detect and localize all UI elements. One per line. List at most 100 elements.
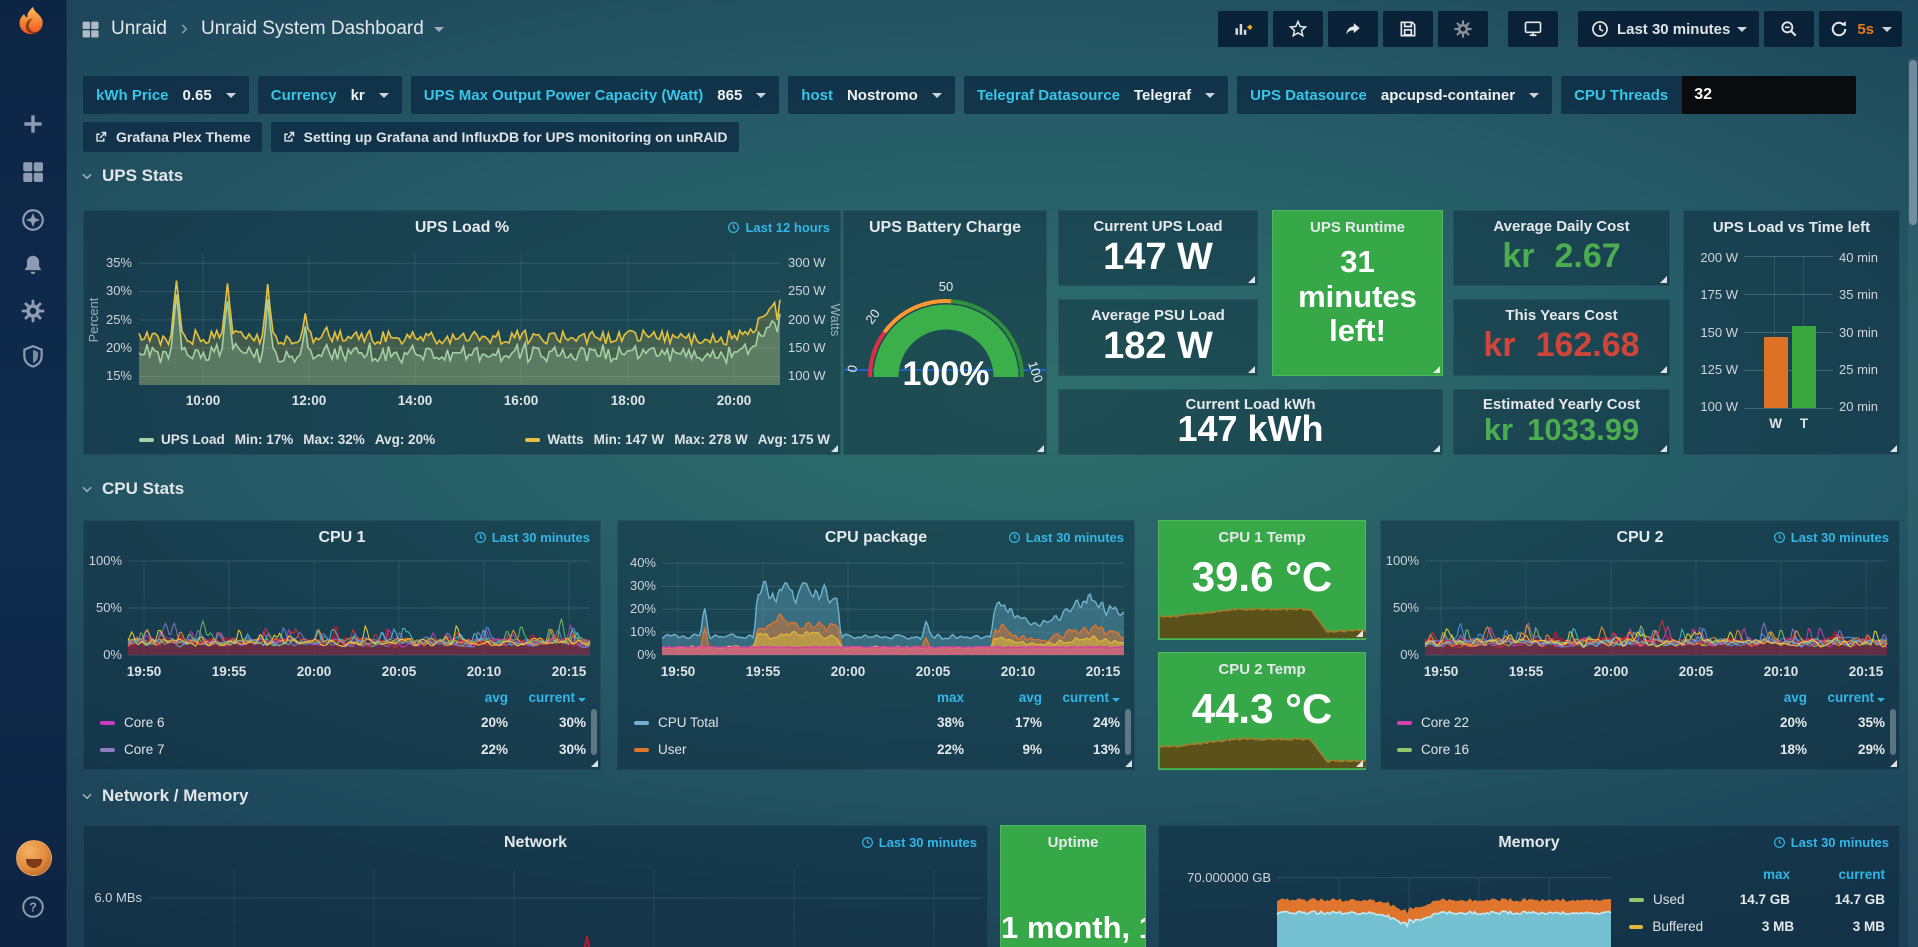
panel-title[interactable]: Current Load kWh: [1185, 396, 1316, 413]
legend-entry-ups-load[interactable]: UPS Load Min: 17% Max: 32% Avg: 20%: [139, 432, 435, 447]
add-panel-button[interactable]: [1217, 11, 1268, 47]
panel-title[interactable]: Average PSU Load: [1091, 307, 1225, 324]
cpu-package-chart[interactable]: 40% 30% 20% 10% 0% 19:50 19:55 20:00 20:…: [618, 555, 1136, 683]
link-label: Grafana Plex Theme: [116, 129, 251, 145]
panel-title[interactable]: UPS Runtime: [1309, 219, 1405, 236]
scrollbar-thumb[interactable]: [1909, 60, 1917, 225]
legend-row[interactable]: CPU Total 38% 17% 24%: [634, 709, 1120, 736]
panel-title[interactable]: Uptime: [1047, 834, 1099, 851]
panel-title[interactable]: UPS Battery Charge: [868, 219, 1022, 236]
create-plus-icon[interactable]: [19, 110, 47, 138]
network-chart[interactable]: 6.0 MBs 4.0 MBs 2.0 MBs: [84, 860, 989, 947]
tv-mode-button[interactable]: [1507, 11, 1558, 47]
chevron-down-icon[interactable]: [433, 26, 444, 32]
configuration-gear-icon[interactable]: [19, 297, 47, 325]
save-button[interactable]: [1382, 11, 1433, 47]
legend-scrollbar[interactable]: [1890, 709, 1896, 755]
breadcrumb-app[interactable]: Unraid: [111, 18, 167, 39]
cpu1-chart[interactable]: 100% 50% 0% 19:50 19:55 20:00 20:05 20:1…: [84, 555, 602, 683]
legend-row[interactable]: Core 6 20% 30%: [100, 709, 586, 736]
breadcrumb-page[interactable]: Unraid System Dashboard: [200, 18, 424, 39]
star-button[interactable]: [1272, 11, 1323, 47]
panel-title[interactable]: CPU 2 Temp: [1218, 661, 1306, 678]
panel-time-range[interactable]: Last 12 hours: [727, 220, 830, 235]
variable-kwh-price[interactable]: kWh Price 0.65: [83, 76, 249, 114]
axis-tick: 6.0 MBs: [94, 890, 142, 905]
legend-scrollbar[interactable]: [591, 709, 597, 755]
page-scrollbar[interactable]: [1908, 58, 1918, 947]
stat-value: 147 W: [1103, 235, 1213, 278]
dashboard-links-row: Grafana Plex Theme Setting up Grafana an…: [83, 122, 739, 152]
panel-title[interactable]: Estimated Yearly Cost: [1482, 396, 1641, 413]
sort-column[interactable]: current: [1807, 690, 1885, 705]
variable-currency[interactable]: Currency kr: [257, 76, 402, 114]
sort-column[interactable]: current: [508, 690, 586, 705]
cpu-threads-input[interactable]: [1682, 76, 1857, 114]
section-network-memory[interactable]: Network / Memory: [80, 786, 248, 806]
variable-value[interactable]: kr: [350, 86, 365, 104]
refresh-interval-label[interactable]: 5s: [1857, 20, 1874, 38]
panel-title[interactable]: Current UPS Load: [1093, 218, 1223, 235]
refresh-icon[interactable]: [1829, 19, 1849, 39]
section-cpu-stats[interactable]: CPU Stats: [80, 479, 184, 499]
time-range-picker[interactable]: Last 30 minutes: [1577, 11, 1760, 47]
legend-row[interactable]: User 22% 9% 13%: [634, 736, 1120, 763]
link-ups-monitoring-guide[interactable]: Setting up Grafana and InfluxDB for UPS …: [270, 122, 739, 152]
panel-title[interactable]: UPS Load %: [414, 219, 510, 236]
link-grafana-plex-theme[interactable]: Grafana Plex Theme: [83, 122, 262, 152]
memory-chart[interactable]: 70.000000 GB 60.000000 GB 50.000000 GB: [1159, 860, 1619, 947]
dashboards-grid-icon[interactable]: [19, 158, 47, 186]
sort-column[interactable]: current: [1042, 690, 1120, 705]
variable-value[interactable]: Nostromo: [846, 86, 918, 104]
variable-value[interactable]: 0.65: [182, 86, 212, 104]
panel-title[interactable]: CPU 1: [318, 529, 366, 546]
alerting-bell-icon[interactable]: [19, 252, 47, 280]
panel-network-graph: Network Last 30 minutes 6.0 MBs 4.0 MBs …: [83, 825, 988, 947]
legend-entry-watts[interactable]: Watts Min: 147 W Max: 278 W Avg: 175 W: [525, 432, 830, 447]
bar-time-left[interactable]: [1792, 325, 1817, 408]
zoom-out-button[interactable]: [1764, 11, 1815, 47]
section-ups-stats[interactable]: UPS Stats: [80, 166, 183, 186]
refresh-picker[interactable]: 5s: [1819, 11, 1902, 47]
grafana-logo-icon[interactable]: [11, 4, 55, 48]
variable-ups-datasource[interactable]: UPS Datasource apcupsd-container: [1237, 76, 1553, 114]
panel-time-range[interactable]: Last 30 minutes: [861, 835, 977, 850]
variable-host[interactable]: host Nostromo: [788, 76, 955, 114]
bar-watts[interactable]: [1763, 336, 1788, 408]
legend-row[interactable]: Core 7 22% 30%: [100, 736, 586, 763]
panel-title[interactable]: Memory: [1498, 834, 1560, 851]
settings-gear-button[interactable]: [1437, 11, 1488, 47]
panel-title[interactable]: This Years Cost: [1505, 307, 1618, 324]
panel-time-range[interactable]: Last 30 minutes: [474, 530, 590, 545]
sort-caret-icon: [1877, 697, 1885, 702]
server-admin-shield-icon[interactable]: [19, 343, 47, 371]
panel-time-range[interactable]: Last 30 minutes: [1773, 835, 1889, 850]
share-button[interactable]: [1327, 11, 1378, 47]
variable-telegraf-datasource[interactable]: Telegraf Datasource Telegraf: [963, 76, 1229, 114]
legend-scrollbar[interactable]: [1125, 709, 1131, 755]
legend-row[interactable]: Buffered 3 MB 3 MB: [1629, 913, 1885, 940]
panel-title[interactable]: Average Daily Cost: [1493, 218, 1630, 235]
panel-time-range[interactable]: Last 30 minutes: [1008, 530, 1124, 545]
user-avatar[interactable]: [16, 840, 52, 876]
explore-compass-icon[interactable]: [19, 206, 47, 234]
ups-load-chart[interactable]: 35% 30% 25% 20% 15% 300 W 250 W 200 W 15…: [84, 245, 842, 417]
variable-value[interactable]: Telegraf: [1133, 86, 1192, 104]
variable-value[interactable]: apcupsd-container: [1380, 86, 1516, 104]
panel-title[interactable]: UPS Load vs Time left: [1712, 219, 1871, 236]
legend-row[interactable]: Used 14.7 GB 14.7 GB: [1629, 886, 1885, 913]
gauge-value: 100%: [903, 355, 990, 393]
panel-title[interactable]: Network: [503, 834, 568, 851]
variable-value[interactable]: 865: [717, 86, 743, 104]
dashboard-grid-icon[interactable]: [80, 19, 101, 40]
cpu2-chart[interactable]: 100% 50% 0% 19:50 19:55 20:00 20:05 20:1…: [1381, 555, 1899, 683]
series-marker: [634, 747, 649, 752]
variable-ups-max-output[interactable]: UPS Max Output Power Capacity (Watt) 865: [410, 76, 780, 114]
legend-row[interactable]: Core 22 20% 35%: [1397, 709, 1885, 736]
help-question-icon[interactable]: ?: [19, 893, 47, 921]
legend-row[interactable]: Core 16 18% 29%: [1397, 736, 1885, 763]
panel-time-range[interactable]: Last 30 minutes: [1773, 530, 1889, 545]
panel-title[interactable]: CPU 1 Temp: [1218, 529, 1306, 546]
panel-title[interactable]: CPU 2: [1616, 529, 1664, 546]
panel-title[interactable]: CPU package: [824, 529, 928, 546]
